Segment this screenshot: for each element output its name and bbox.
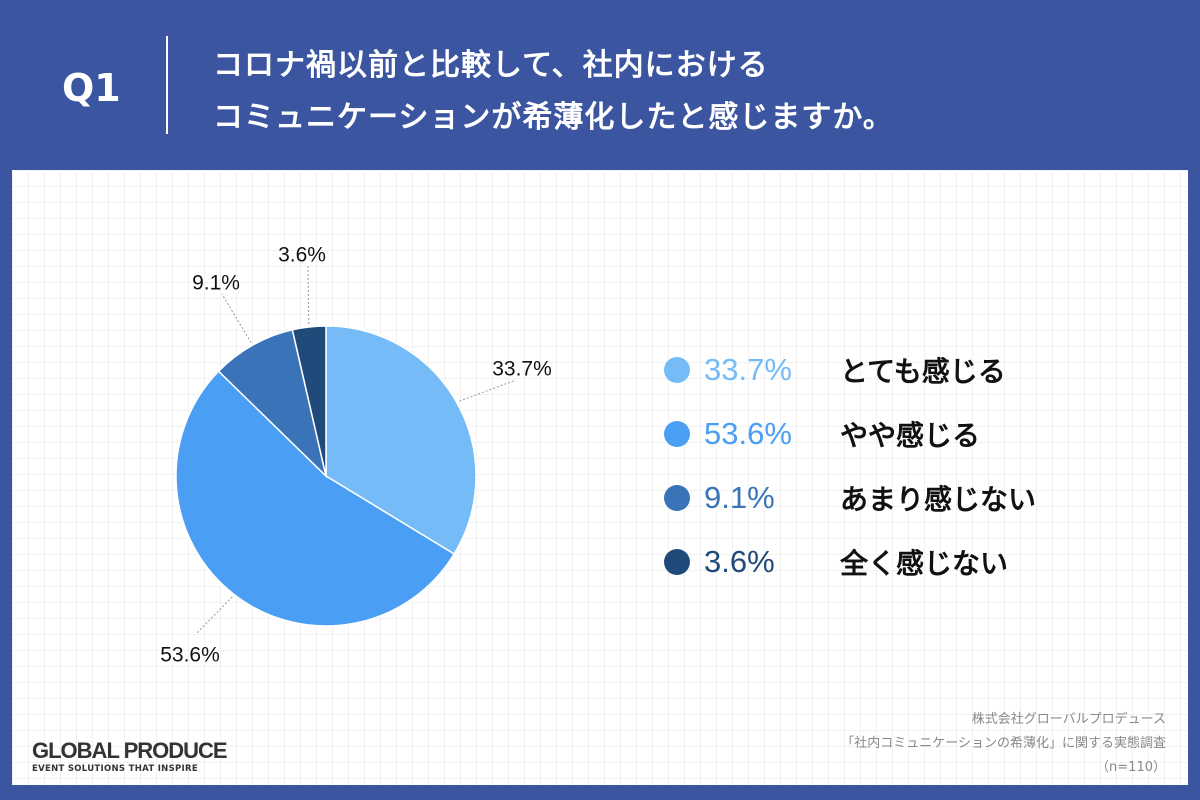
- data-label: 3.6%: [278, 244, 326, 267]
- legend-value: 53.6%: [704, 416, 792, 451]
- legend-value: 3.6%: [704, 544, 775, 579]
- legend-label: とても感じる: [840, 355, 1006, 388]
- leader-line: [221, 293, 252, 343]
- source-survey: 「社内コミュニケーションの希薄化」に関する実態調査: [841, 736, 1166, 751]
- title-line-1: コロナ禍以前と比較して、社内における: [213, 48, 769, 83]
- leader-line: [195, 596, 233, 635]
- question-title: コロナ禍以前と比較して、社内における コミュニケーションが希薄化したと感じますか…: [213, 40, 894, 144]
- leader-line: [459, 379, 517, 402]
- legend-item: 53.6% やや感じる: [664, 402, 1036, 466]
- legend-dot: [664, 485, 690, 511]
- logo-text: GLOBAL PRODUCE: [32, 738, 228, 763]
- data-label: 53.6%: [160, 644, 220, 667]
- legend-label: 全く感じない: [840, 547, 1009, 580]
- legend: 33.7% とても感じる 53.6% やや感じる 9.1% あまり感じない 3.6% 全…: [664, 338, 1036, 594]
- pie-slice: [217, 328, 328, 479]
- question-number: Q1: [62, 66, 121, 110]
- source-company: 株式会社グローバルプロデュース: [971, 712, 1166, 727]
- company-logo: GLOBAL PRODUCE EVENT SOLUTIONS THAT INSP…: [32, 738, 228, 774]
- legend-item: 3.6% 全く感じない: [664, 530, 1036, 594]
- legend-label: やや感じる: [840, 419, 981, 452]
- legend-dot: [664, 357, 690, 383]
- logo-tagline: EVENT SOLUTIONS THAT INSPIRE: [32, 764, 198, 774]
- sample-size: （n=110）: [1096, 760, 1166, 775]
- leader-line: [307, 265, 310, 324]
- pie-slice: [291, 325, 327, 477]
- legend-item: 9.1% あまり感じない: [664, 466, 1036, 530]
- data-label: 33.7%: [492, 358, 552, 381]
- legend-item: 33.7% とても感じる: [664, 338, 1036, 402]
- pie-slice: [175, 370, 456, 627]
- pie-slice: [325, 325, 477, 556]
- title-line-2: コミュニケーションが希薄化したと感じますか。: [213, 100, 894, 135]
- divider: [166, 36, 168, 134]
- legend-dot: [664, 549, 690, 575]
- source-note: 株式会社グローバルプロデュース 「社内コミュニケーションの希薄化」に関する実態調…: [841, 708, 1166, 780]
- legend-label: あまり感じない: [840, 483, 1037, 516]
- legend-dot: [664, 421, 690, 447]
- legend-value: 9.1%: [704, 480, 775, 515]
- legend-value: 33.7%: [704, 352, 792, 387]
- data-label: 9.1%: [192, 272, 240, 295]
